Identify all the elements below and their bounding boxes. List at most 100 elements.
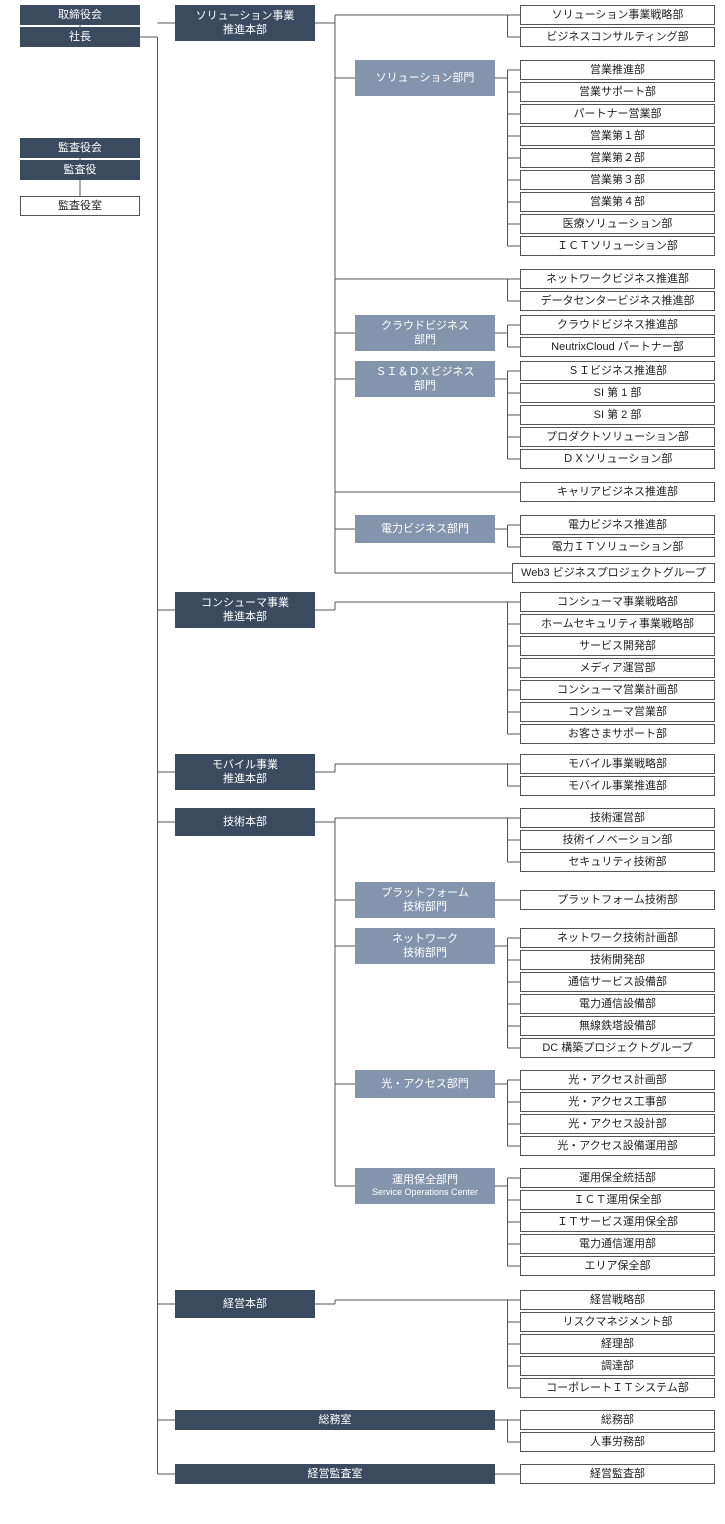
division-1-label: コンシューマ事業 推進本部 xyxy=(201,596,289,625)
dept-0-361-405: SI 第 2 部 xyxy=(520,405,715,425)
section-0-515-label: 電力ビジネス部門 xyxy=(381,522,469,536)
president: 社長 xyxy=(20,27,140,47)
dept-0-361-383-label: SI 第 1 部 xyxy=(594,386,642,400)
dept-1-d-702: コンシューマ営業部 xyxy=(520,702,715,722)
dept-0-60-192-label: 営業第４部 xyxy=(590,195,645,209)
dept-0-60-126-label: 営業第１部 xyxy=(590,129,645,143)
dept-3-928-928: ネットワーク技術計画部 xyxy=(520,928,715,948)
dept-1-d-614: ホームセキュリティ事業戦略部 xyxy=(520,614,715,634)
division-3: 技術本部 xyxy=(175,808,315,836)
dept-3-928-1016-label: 無線鉄塔設備部 xyxy=(579,1019,656,1033)
division-0: ソリューション事業 推進本部 xyxy=(175,5,315,41)
dept-0-361-361: ＳＩビジネス推進部 xyxy=(520,361,715,381)
dept-0-d-27: ビジネスコンサルティング部 xyxy=(520,27,715,47)
dept-2-d-776: モバイル事業推進部 xyxy=(520,776,715,796)
dept-3-882-890: プラットフォーム技術部 xyxy=(520,890,715,910)
dept-4-d-1334: 経理部 xyxy=(520,1334,715,1354)
dept-0-60-126: 営業第１部 xyxy=(520,126,715,146)
dept-3-928-950: 技術開発部 xyxy=(520,950,715,970)
dept-3-1168-1256-label: エリア保全部 xyxy=(585,1259,651,1273)
dept-3-1070-1114: 光・アクセス設計部 xyxy=(520,1114,715,1134)
division-0-label: ソリューション事業 推進本部 xyxy=(196,9,295,38)
dept-0-d-269-label: ネットワークビジネス推進部 xyxy=(546,272,689,286)
audit-board-label: 監査役会 xyxy=(58,141,102,155)
dept-0-60-104-label: パートナー営業部 xyxy=(574,107,662,121)
dept-3-1070-1092: 光・アクセス工事部 xyxy=(520,1092,715,1112)
audit-office: 監査役室 xyxy=(20,196,140,216)
dept-0-361-427: プロダクトソリューション部 xyxy=(520,427,715,447)
dept-3-882-890-label: プラットフォーム技術部 xyxy=(557,893,678,907)
division-1: コンシューマ事業 推進本部 xyxy=(175,592,315,628)
dept-0-60-82-label: 営業サポート部 xyxy=(579,85,656,99)
dept-4-d-1334-label: 経理部 xyxy=(601,1337,634,1351)
dept-2-d-776-label: モバイル事業推進部 xyxy=(568,779,667,793)
dept-3-1070-1070-label: 光・アクセス計画部 xyxy=(568,1073,666,1087)
dept-0-315-337: NeutrixCloud パートナー部 xyxy=(520,337,715,357)
dept-0-60-104: パートナー営業部 xyxy=(520,104,715,124)
office-dept-0-1432-label: 人事労務部 xyxy=(590,1435,645,1449)
dept-1-d-702-label: コンシューマ営業部 xyxy=(568,705,667,719)
dept-0-60-170: 営業第３部 xyxy=(520,170,715,190)
dept-1-d-592-label: コンシューマ事業戦略部 xyxy=(557,595,678,609)
dept-0-361-405-label: SI 第 2 部 xyxy=(594,408,642,422)
dept-3-d-830: 技術イノベーション部 xyxy=(520,830,715,850)
dept-0-60-148: 営業第２部 xyxy=(520,148,715,168)
section-0-60: ソリューション部門 xyxy=(355,60,495,96)
dept-0-60-214-label: 医療ソリューション部 xyxy=(563,217,673,231)
dept-1-d-636: サービス開発部 xyxy=(520,636,715,656)
dept-4-d-1312-label: リスクマネジメント部 xyxy=(563,1315,673,1329)
dept-3-d-852-label: セキュリティ技術部 xyxy=(568,855,666,869)
dept-3-928-972: 通信サービス設備部 xyxy=(520,972,715,992)
section-0-515: 電力ビジネス部門 xyxy=(355,515,495,543)
dept-3-928-1038: DC 構築プロジェクトグループ xyxy=(520,1038,715,1058)
dept-3-1168-1190-label: ＩＣＴ運用保全部 xyxy=(574,1193,662,1207)
dept-4-d-1378-label: コーポレートＩＴシステム部 xyxy=(546,1381,689,1395)
dept-0-515-515-label: 電力ビジネス推進部 xyxy=(568,518,667,532)
division-4: 経営本部 xyxy=(175,1290,315,1318)
dept-0-60-170-label: 営業第３部 xyxy=(590,173,645,187)
dept-3-928-950-label: 技術開発部 xyxy=(590,953,645,967)
dept-3-1168-1168: 運用保全統括部 xyxy=(520,1168,715,1188)
dept-3-1070-1114-label: 光・アクセス設計部 xyxy=(568,1117,666,1131)
dept-3-1070-1136: 光・アクセス設備運用部 xyxy=(520,1136,715,1156)
section-0-315-label: クラウドビジネス 部門 xyxy=(381,319,469,348)
dept-1-d-658: メディア運営部 xyxy=(520,658,715,678)
dept-3-928-1038-label: DC 構築プロジェクトグループ xyxy=(542,1041,692,1055)
dept-1-d-680-label: コンシューマ営業計画部 xyxy=(557,683,678,697)
dept-4-d-1312: リスクマネジメント部 xyxy=(520,1312,715,1332)
dept-3-928-928-label: ネットワーク技術計画部 xyxy=(557,931,678,945)
section-3-1070-label: 光・アクセス部門 xyxy=(381,1077,468,1091)
dept-3-1168-1168-label: 運用保全統括部 xyxy=(579,1171,656,1185)
dept-3-1168-1190: ＩＣＴ運用保全部 xyxy=(520,1190,715,1210)
dept-0-d-5-label: ソリューション事業戦略部 xyxy=(552,8,684,22)
dept-0-361-449-label: ＤＸソリューション部 xyxy=(563,452,673,466)
section-3-882: プラットフォーム 技術部門 xyxy=(355,882,495,918)
dept-4-d-1290: 経営戦略部 xyxy=(520,1290,715,1310)
dept-1-d-592: コンシューマ事業戦略部 xyxy=(520,592,715,612)
dept-1-d-636-label: サービス開発部 xyxy=(579,639,656,653)
dept-0-361-449: ＤＸソリューション部 xyxy=(520,449,715,469)
division-3-label: 技術本部 xyxy=(223,815,267,829)
dept-0-60-236: ＩＣＴソリューション部 xyxy=(520,236,715,256)
dept-0-361-383: SI 第 1 部 xyxy=(520,383,715,403)
dept-4-d-1378: コーポレートＩＴシステム部 xyxy=(520,1378,715,1398)
office-0-label: 総務室 xyxy=(319,1413,352,1427)
office-dept-0-1410: 総務部 xyxy=(520,1410,715,1430)
office-dept-1-1464: 経営監査部 xyxy=(520,1464,715,1484)
dept-0-60-236-label: ＩＣＴソリューション部 xyxy=(557,239,678,253)
dept-3-1168-1212-label: ＩＴサービス運用保全部 xyxy=(557,1215,678,1229)
office-dept-1-1464-label: 経営監査部 xyxy=(590,1467,645,1481)
dept-0-d-291-label: データセンタービジネス推進部 xyxy=(541,294,695,308)
dept-3-d-852: セキュリティ技術部 xyxy=(520,852,715,872)
dept-3-1168-1234-label: 電力通信運用部 xyxy=(579,1237,656,1251)
section-3-1168-label: 運用保全部門 xyxy=(392,1173,458,1187)
section-3-1168: 運用保全部門Service Operations Center xyxy=(355,1168,495,1204)
auditor-label: 監査役 xyxy=(64,163,97,177)
dept-0-d-482-label: キャリアビジネス推進部 xyxy=(557,485,678,499)
office-1-label: 経営監査室 xyxy=(308,1467,363,1481)
dept-0-d-27-label: ビジネスコンサルティング部 xyxy=(546,30,688,44)
dept-3-928-994-label: 電力通信設備部 xyxy=(579,997,656,1011)
office-0: 総務室 xyxy=(175,1410,495,1430)
board-of-directors: 取締役会 xyxy=(20,5,140,25)
section-3-1168-sublabel: Service Operations Center xyxy=(372,1187,478,1199)
